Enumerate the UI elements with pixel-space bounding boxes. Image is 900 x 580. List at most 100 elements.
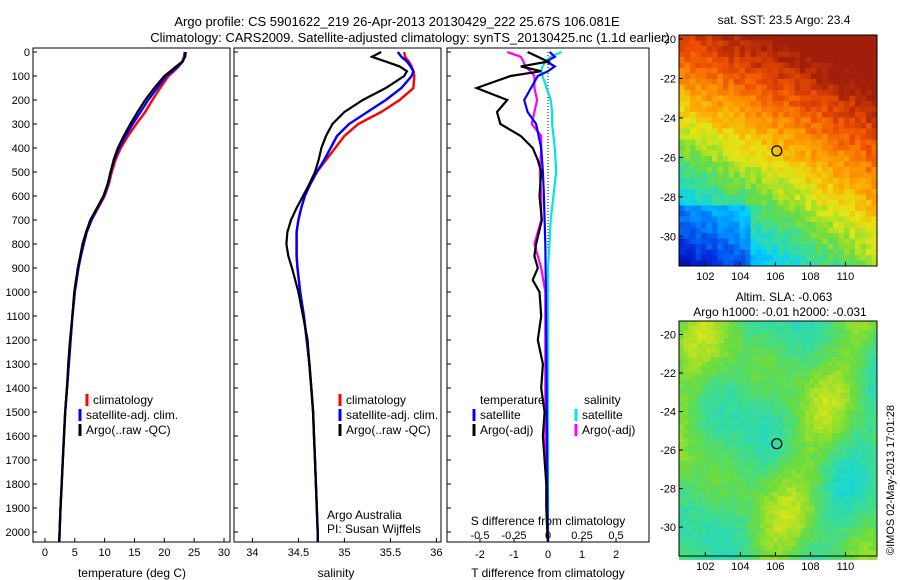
x-tick-label: 25 <box>188 547 200 559</box>
map-cell <box>737 370 743 376</box>
map-cell <box>791 334 797 340</box>
map-cell <box>690 90 696 96</box>
map-cell <box>688 406 693 412</box>
map-cell <box>745 233 751 239</box>
map-cell <box>809 343 815 349</box>
map-cell <box>710 379 716 385</box>
y-tick-label: -28 <box>660 192 676 204</box>
map-cell <box>715 415 720 421</box>
map-cell <box>723 238 729 245</box>
map-cell <box>782 357 788 362</box>
x-tick-label: 30 <box>218 547 230 559</box>
map-cell <box>809 460 815 466</box>
map-cell <box>794 200 801 206</box>
map-cell <box>746 429 752 434</box>
map-cell <box>769 424 774 430</box>
map-cell <box>755 406 761 412</box>
map-cell <box>816 260 823 267</box>
map-cell <box>734 194 740 201</box>
map-cell <box>767 73 773 80</box>
map-cell <box>855 128 861 135</box>
map-cell <box>787 361 792 367</box>
map-cell <box>787 397 792 403</box>
map-cell <box>849 106 856 113</box>
map-cell <box>710 465 716 470</box>
map-cell <box>811 40 817 47</box>
map-cell <box>800 465 806 470</box>
map-cell <box>760 528 765 533</box>
map-cell <box>769 474 774 479</box>
map-cell <box>783 249 790 256</box>
map-cell <box>844 233 850 239</box>
map-cell <box>855 68 861 74</box>
map-cell <box>764 523 770 529</box>
map-cell <box>800 57 806 63</box>
map-cell <box>764 550 770 556</box>
map-cell <box>850 469 855 475</box>
map-cell <box>719 514 725 520</box>
map-cell <box>733 429 738 434</box>
map-cell <box>778 402 783 407</box>
map-cell <box>782 384 788 389</box>
map-cell <box>782 330 788 335</box>
map-cell <box>772 123 779 129</box>
map-cell <box>783 238 790 245</box>
map-cell <box>844 57 850 63</box>
map-cell <box>734 112 740 118</box>
map-cell <box>688 447 693 452</box>
map-cell <box>746 537 752 542</box>
map-cell <box>683 402 689 407</box>
map-cell <box>692 550 698 556</box>
map-cell <box>684 150 691 157</box>
map-cell <box>838 172 845 179</box>
map-cell <box>836 532 842 538</box>
map-cell <box>745 161 751 168</box>
map-cell <box>751 523 756 529</box>
map-cell <box>800 492 806 497</box>
map-cell <box>679 84 685 91</box>
map-cell <box>836 483 842 488</box>
map-cell <box>778 325 783 331</box>
legend-label-argo: Argo(..raw -QC) <box>86 423 171 437</box>
map-cell <box>761 227 768 234</box>
map-cell <box>833 46 839 52</box>
map-cell <box>822 249 828 256</box>
map-cell <box>706 123 713 129</box>
map-cell <box>794 73 801 80</box>
map-cell <box>760 397 765 403</box>
map-cell <box>697 321 702 326</box>
map-cell <box>782 334 788 340</box>
series-line-argo-raw-qc- <box>58 51 187 542</box>
map-cell <box>872 375 878 380</box>
map-cell <box>845 388 851 394</box>
map-cell <box>789 249 795 256</box>
map-cell <box>760 555 765 560</box>
map-cell <box>683 537 689 542</box>
map-cell <box>733 330 738 335</box>
map-cell <box>827 227 834 234</box>
map-cell <box>737 496 743 502</box>
map-cell <box>717 51 724 58</box>
map-cell <box>800 496 806 502</box>
map-cell <box>841 460 846 466</box>
map-cell <box>872 532 878 538</box>
map-cell <box>706 101 713 107</box>
map-cell <box>814 447 819 452</box>
map-cell <box>760 541 765 547</box>
map-cell <box>832 532 837 538</box>
map-cell <box>850 330 855 335</box>
map-cell <box>715 384 720 389</box>
map-cell <box>860 200 867 206</box>
map-cell <box>841 456 846 461</box>
map-cell <box>778 90 784 96</box>
map-cell <box>811 178 817 184</box>
map-cell <box>872 334 878 340</box>
map-cell <box>836 460 842 466</box>
map-cell <box>679 523 684 529</box>
map-cell <box>692 478 698 484</box>
map-cell <box>783 90 790 96</box>
map-cell <box>690 156 696 162</box>
map-cell <box>827 112 834 118</box>
map-cell <box>742 550 747 556</box>
map-cell <box>742 465 747 470</box>
